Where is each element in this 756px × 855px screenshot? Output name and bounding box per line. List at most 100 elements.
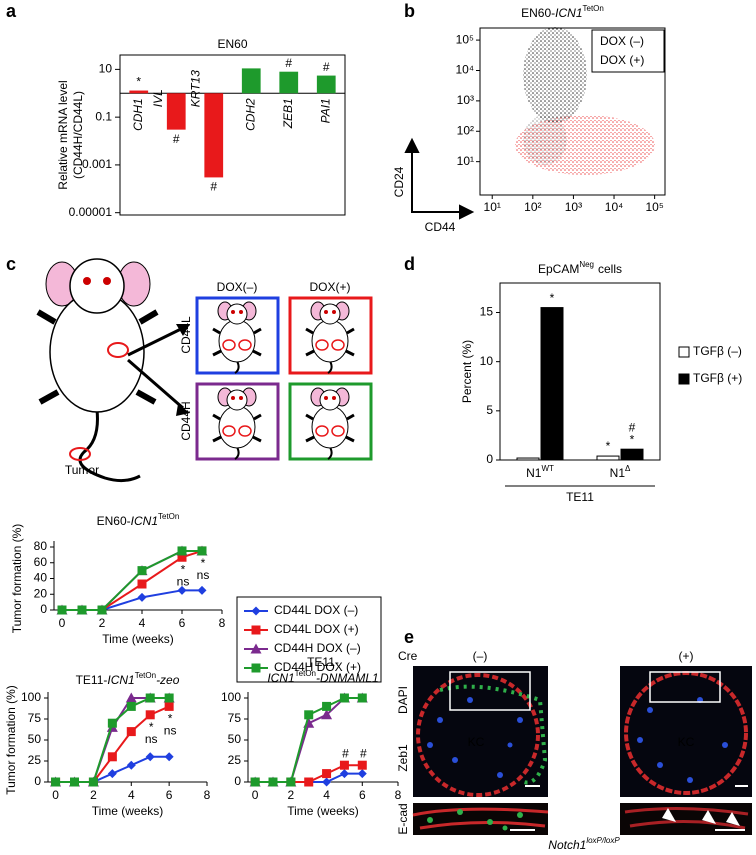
text-part: TE11- xyxy=(307,655,339,669)
x-tick-label: 8 xyxy=(204,788,211,802)
y-tick-label: 10² xyxy=(457,123,474,137)
text-part: cells xyxy=(598,262,622,276)
plot-frame xyxy=(119,54,346,216)
plot-frame xyxy=(479,27,666,196)
tumor-label: Tumor xyxy=(65,463,99,477)
arrows xyxy=(127,326,184,410)
text-part: ICN1 xyxy=(267,671,294,685)
condition-label: Cre xyxy=(398,649,418,663)
text-part: -zeo xyxy=(156,673,180,687)
marker xyxy=(126,727,136,737)
y-tick-label: 0.001 xyxy=(82,157,112,171)
bar xyxy=(596,455,620,461)
text-part: EN60- xyxy=(521,6,555,20)
panel-label: e xyxy=(404,627,414,647)
cytometry-axes xyxy=(404,137,475,220)
legend-label: TGFβ (–) xyxy=(693,344,742,358)
legend-box xyxy=(591,29,665,73)
marker xyxy=(145,752,155,762)
group-box xyxy=(288,296,373,375)
legend-label: DOX (+) xyxy=(600,53,644,67)
marker xyxy=(357,769,367,779)
marker xyxy=(177,552,187,562)
y-tick-label: 0.00001 xyxy=(69,205,113,219)
legend-label: CD44L DOX (+) xyxy=(274,622,359,636)
chart-title: EN60-ICN1TetOn xyxy=(97,512,180,528)
marker xyxy=(197,546,207,556)
legend-marker xyxy=(251,606,261,616)
y-tick-label: 75 xyxy=(28,711,42,725)
text-part: TE11- xyxy=(76,673,108,687)
x-tick-label: 10¹ xyxy=(484,200,501,214)
y-tick-label: 40 xyxy=(34,571,48,585)
density-clouds xyxy=(515,27,655,175)
marker xyxy=(145,710,155,720)
group-box xyxy=(195,296,280,375)
text-part: TetOn xyxy=(295,669,316,678)
point-annotation: # xyxy=(342,746,349,760)
y-tick-label: 0 xyxy=(40,602,47,616)
y-tick-label: 10⁵ xyxy=(456,32,474,46)
x-tick-label: 8 xyxy=(219,616,226,630)
marker xyxy=(304,710,314,720)
marker xyxy=(322,769,332,779)
experiment-diagram xyxy=(36,258,373,483)
marker xyxy=(177,546,187,556)
x-tick-label: 0 xyxy=(59,616,66,630)
column-label: (+) xyxy=(679,649,694,663)
legend-swatch xyxy=(678,373,690,385)
panel-label: c xyxy=(6,254,16,274)
region-label: KC xyxy=(678,735,695,749)
text-part: ICN1 xyxy=(107,673,134,687)
x-tick-label: 6 xyxy=(359,788,366,802)
y-tick-label: 5 xyxy=(486,403,493,417)
point-annotation: * xyxy=(181,562,186,576)
dox-minus-cloud xyxy=(523,27,587,123)
marker xyxy=(357,693,367,703)
y-tick-label: 10³ xyxy=(457,93,474,107)
panel-label: d xyxy=(404,254,415,274)
marker xyxy=(125,692,137,703)
text-part: TetOn xyxy=(135,671,156,680)
group-box xyxy=(195,382,280,461)
text-part: Notch1 xyxy=(548,838,586,852)
text-part: N1 xyxy=(526,466,542,480)
x-tick-label: 4 xyxy=(128,788,135,802)
legend-marker xyxy=(251,625,261,635)
x-tick-label: 8 xyxy=(395,788,402,802)
channel-label: E-cad xyxy=(396,803,410,834)
y-tick-label: 80 xyxy=(34,539,48,553)
marker xyxy=(164,693,174,703)
y-axis-label: Percent (%) xyxy=(460,340,474,403)
y-tick-label: 100 xyxy=(21,690,41,704)
x-axis-label: Time (weeks) xyxy=(102,632,174,646)
y-axis-label: Relative mRNA level xyxy=(56,80,70,189)
bar xyxy=(620,448,644,461)
y-tick-label: 20 xyxy=(34,586,48,600)
point-annotation: # xyxy=(360,746,367,760)
tumor xyxy=(107,342,129,358)
micrographs xyxy=(412,666,752,835)
marker xyxy=(88,777,98,787)
y-tick-label: 10 xyxy=(99,62,113,76)
x-tick-label: 10⁵ xyxy=(645,200,663,214)
legend-marker xyxy=(251,663,261,673)
category-label: CDH1 xyxy=(131,98,145,131)
text-part: ICN1 xyxy=(555,6,582,20)
bar xyxy=(129,90,149,94)
panel-label: b xyxy=(404,1,415,21)
legend-label: CD44L DOX (–) xyxy=(274,603,358,617)
mouse-head xyxy=(69,258,125,314)
footer-label: Notch1loxP/loxP xyxy=(548,836,620,852)
point-annotation: ns xyxy=(197,568,210,582)
marker xyxy=(70,777,79,787)
x-tick-label: 0 xyxy=(52,788,59,802)
channel-label: Zeb1 xyxy=(396,744,410,772)
y-tick-label: 0 xyxy=(34,774,41,788)
category-label: KRT13 xyxy=(189,70,203,107)
marker xyxy=(97,605,107,615)
bar-annotation: # xyxy=(173,132,180,146)
text-part: TetOn xyxy=(583,4,604,13)
